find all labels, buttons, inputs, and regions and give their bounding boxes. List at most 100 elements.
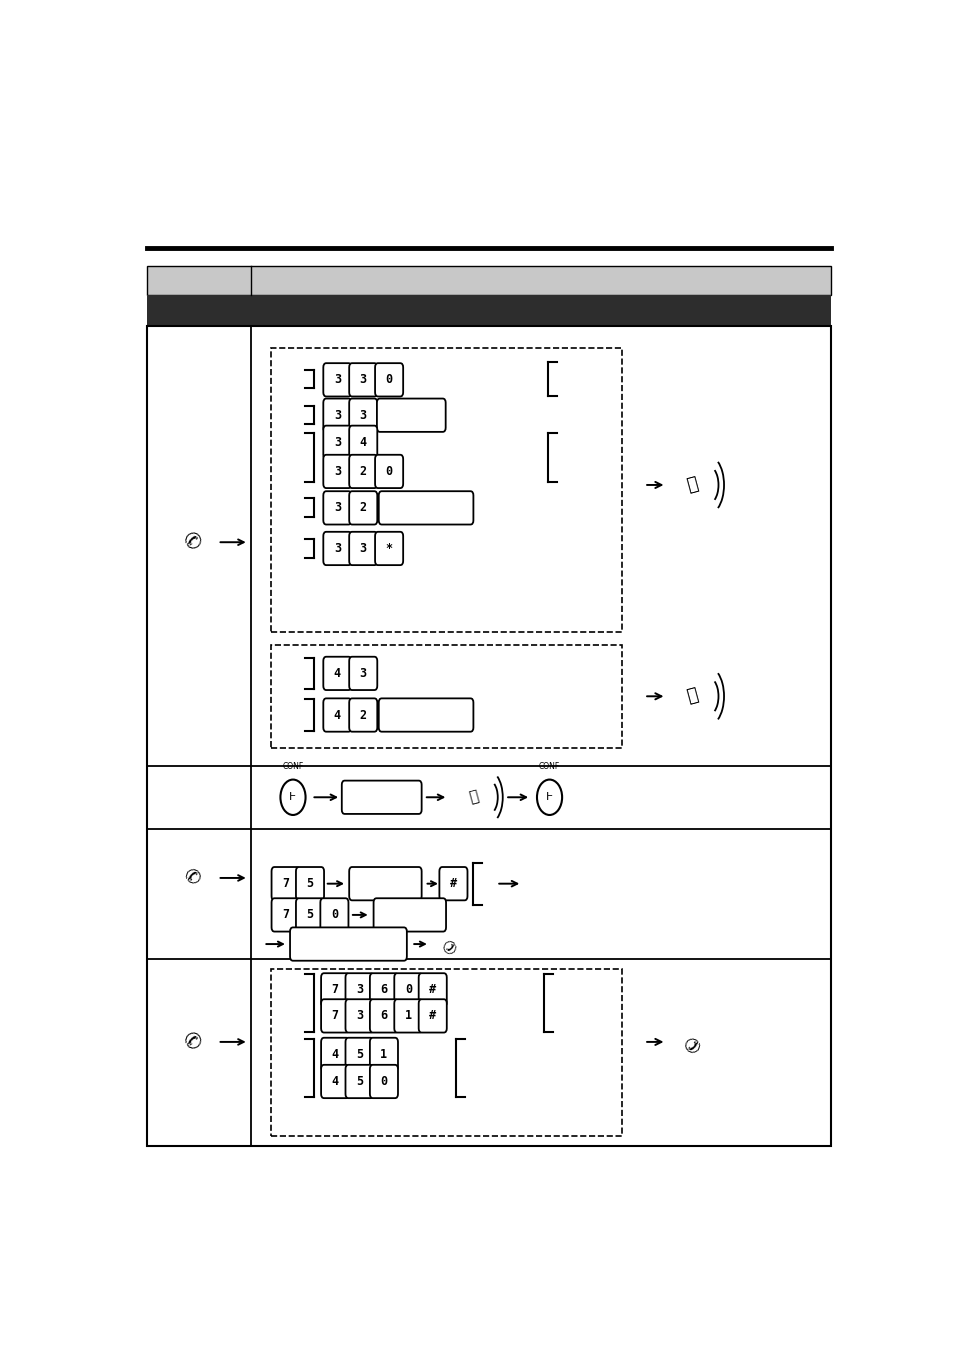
Text: 3: 3 xyxy=(334,373,340,387)
Text: ✆: ✆ xyxy=(180,867,202,890)
FancyBboxPatch shape xyxy=(349,867,421,900)
FancyBboxPatch shape xyxy=(323,399,351,431)
FancyBboxPatch shape xyxy=(375,454,403,488)
FancyBboxPatch shape xyxy=(349,699,376,731)
FancyBboxPatch shape xyxy=(349,531,376,565)
Bar xyxy=(147,266,830,296)
FancyBboxPatch shape xyxy=(323,491,351,525)
Text: Ͱ: Ͱ xyxy=(545,792,553,802)
FancyBboxPatch shape xyxy=(295,898,324,932)
FancyBboxPatch shape xyxy=(321,973,349,1006)
FancyBboxPatch shape xyxy=(370,1065,397,1098)
FancyBboxPatch shape xyxy=(295,867,324,900)
FancyBboxPatch shape xyxy=(323,531,351,565)
Text: 4: 4 xyxy=(359,435,366,449)
FancyBboxPatch shape xyxy=(323,699,351,731)
FancyBboxPatch shape xyxy=(320,898,348,932)
Text: #: # xyxy=(429,1010,436,1022)
Bar xyxy=(271,969,621,1136)
Text: 6: 6 xyxy=(380,1010,387,1022)
FancyBboxPatch shape xyxy=(345,973,374,1006)
FancyBboxPatch shape xyxy=(323,426,351,458)
Text: 2: 2 xyxy=(359,708,366,722)
FancyBboxPatch shape xyxy=(394,999,422,1033)
FancyBboxPatch shape xyxy=(349,454,376,488)
Text: ☎: ☎ xyxy=(467,790,480,806)
FancyBboxPatch shape xyxy=(378,699,473,731)
Text: 3: 3 xyxy=(334,435,340,449)
Bar xyxy=(147,326,830,1146)
Text: 3: 3 xyxy=(359,542,366,554)
Text: 3: 3 xyxy=(334,408,340,422)
Text: 3: 3 xyxy=(334,542,340,554)
Text: 2: 2 xyxy=(359,465,366,477)
Text: 1: 1 xyxy=(404,1010,412,1022)
FancyBboxPatch shape xyxy=(341,780,421,814)
Text: 5: 5 xyxy=(306,877,314,890)
FancyBboxPatch shape xyxy=(370,999,397,1033)
Text: 0: 0 xyxy=(385,373,393,387)
FancyBboxPatch shape xyxy=(378,491,473,525)
FancyBboxPatch shape xyxy=(349,399,376,431)
Text: 3: 3 xyxy=(355,983,363,996)
Text: ✆: ✆ xyxy=(680,1030,702,1053)
FancyBboxPatch shape xyxy=(345,1065,374,1098)
Bar xyxy=(271,347,621,631)
Text: 7: 7 xyxy=(332,983,338,996)
Text: 7: 7 xyxy=(282,909,289,922)
Bar xyxy=(271,645,621,749)
FancyBboxPatch shape xyxy=(321,1065,349,1098)
Text: ✆: ✆ xyxy=(440,933,459,955)
Text: 3: 3 xyxy=(334,465,340,477)
Text: 3: 3 xyxy=(334,502,340,514)
FancyBboxPatch shape xyxy=(321,999,349,1033)
FancyBboxPatch shape xyxy=(439,867,467,900)
FancyBboxPatch shape xyxy=(375,531,403,565)
Text: 7: 7 xyxy=(332,1010,338,1022)
FancyBboxPatch shape xyxy=(349,657,376,690)
Text: ☎: ☎ xyxy=(684,687,700,706)
FancyBboxPatch shape xyxy=(418,973,446,1006)
FancyBboxPatch shape xyxy=(349,426,376,458)
Text: 4: 4 xyxy=(334,708,340,722)
FancyBboxPatch shape xyxy=(370,973,397,1006)
Text: 0: 0 xyxy=(331,909,337,922)
Text: 0: 0 xyxy=(385,465,393,477)
FancyBboxPatch shape xyxy=(374,898,446,932)
Text: 7: 7 xyxy=(282,877,289,890)
Text: 5: 5 xyxy=(355,1075,363,1088)
Text: #: # xyxy=(429,983,436,996)
Text: 5: 5 xyxy=(355,1048,363,1061)
FancyBboxPatch shape xyxy=(272,898,299,932)
FancyBboxPatch shape xyxy=(323,454,351,488)
Text: 3: 3 xyxy=(359,373,366,387)
FancyBboxPatch shape xyxy=(272,867,299,900)
FancyBboxPatch shape xyxy=(323,364,351,396)
FancyBboxPatch shape xyxy=(394,973,422,1006)
Text: ☎: ☎ xyxy=(684,475,700,495)
FancyBboxPatch shape xyxy=(418,999,446,1033)
Text: 6: 6 xyxy=(380,983,387,996)
Text: 3: 3 xyxy=(359,667,366,680)
FancyBboxPatch shape xyxy=(345,999,374,1033)
FancyBboxPatch shape xyxy=(370,1038,397,1071)
Text: 4: 4 xyxy=(334,667,340,680)
Text: CONF: CONF xyxy=(538,763,559,771)
FancyBboxPatch shape xyxy=(321,1038,349,1071)
Text: 3: 3 xyxy=(355,1010,363,1022)
Text: 4: 4 xyxy=(332,1075,338,1088)
Text: 3: 3 xyxy=(359,408,366,422)
FancyBboxPatch shape xyxy=(345,1038,374,1071)
Text: ✆: ✆ xyxy=(180,530,203,554)
Text: 4: 4 xyxy=(332,1048,338,1061)
Text: 2: 2 xyxy=(359,502,366,514)
Text: #: # xyxy=(450,877,456,890)
Text: 5: 5 xyxy=(306,909,314,922)
Text: 0: 0 xyxy=(380,1075,387,1088)
Text: 0: 0 xyxy=(404,983,412,996)
Text: 1: 1 xyxy=(380,1048,387,1061)
FancyBboxPatch shape xyxy=(349,364,376,396)
Text: Ͱ: Ͱ xyxy=(289,792,296,802)
FancyBboxPatch shape xyxy=(375,364,403,396)
FancyBboxPatch shape xyxy=(290,927,406,961)
